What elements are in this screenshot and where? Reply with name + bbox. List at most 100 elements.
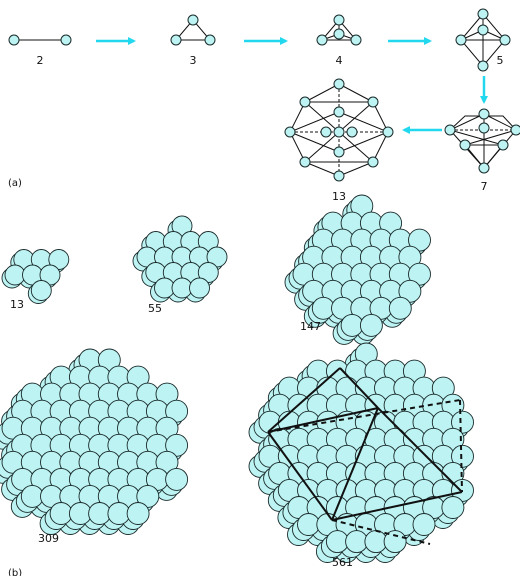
cluster-561-packing <box>248 342 474 563</box>
atom-icon <box>499 34 511 46</box>
cluster-label-55: 55 <box>148 302 162 315</box>
atom-icon <box>350 34 362 46</box>
cluster-3-atoms <box>170 14 216 46</box>
atom-icon <box>510 124 520 136</box>
step-label-4: 4 <box>336 54 343 67</box>
atom-sphere <box>126 502 150 525</box>
cluster-label-561: 561 <box>332 556 353 569</box>
atom-icon <box>8 34 20 46</box>
cluster-309-packing <box>0 348 189 535</box>
bond-line <box>338 161 374 177</box>
atom-sphere <box>107 502 131 525</box>
bond-line <box>267 367 341 433</box>
atom-icon <box>60 34 72 46</box>
atom-sphere <box>154 277 175 299</box>
bond-line <box>267 399 461 433</box>
atom-sphere <box>441 496 465 519</box>
atom-icon <box>320 126 332 138</box>
bond-line <box>338 83 374 103</box>
panel-a: 2 3 4 <box>8 8 520 203</box>
atom-sphere <box>359 313 383 337</box>
bond-line <box>331 519 431 545</box>
atom-sphere <box>165 467 189 491</box>
atom-icon <box>333 106 345 118</box>
atom-icon <box>299 156 311 168</box>
atom-icon <box>477 60 489 72</box>
bond-line <box>331 491 463 521</box>
atom-sphere <box>189 277 210 299</box>
atom-icon <box>316 34 328 46</box>
atom-sphere <box>325 530 349 554</box>
bond-triangle <box>174 19 212 41</box>
cluster-2-atoms <box>8 34 72 46</box>
atom-icon <box>346 126 358 138</box>
panel-b: 13 55 147 309 561 (b) <box>0 194 474 576</box>
bond-line <box>289 131 340 153</box>
atom-icon <box>497 139 509 151</box>
atom-sphere <box>171 277 193 299</box>
atom-icon <box>333 28 345 40</box>
bond-line <box>289 111 340 133</box>
atom-icon <box>170 34 182 46</box>
atom-sphere <box>30 280 52 301</box>
atom-sphere <box>364 530 388 554</box>
atom-sphere <box>383 530 407 554</box>
atom-sphere <box>311 296 335 320</box>
atom-sphere <box>88 502 112 525</box>
atom-sphere <box>4 264 26 286</box>
atom-icon <box>478 108 490 120</box>
bond-line <box>304 83 340 103</box>
atom-icon <box>478 162 490 174</box>
atom-icon <box>284 126 296 138</box>
atom-icon <box>204 34 216 46</box>
cluster-13-packing <box>1 249 70 304</box>
atom-icon <box>187 14 199 26</box>
atom-icon <box>367 96 379 108</box>
bond-line <box>339 367 379 409</box>
bond-line <box>304 161 340 177</box>
bond-line <box>331 407 379 521</box>
atom-icon <box>477 24 489 36</box>
step-label-3: 3 <box>190 54 197 67</box>
panel-b-label: (b) <box>8 568 22 576</box>
cluster-55-packing <box>132 215 228 303</box>
step-label-13: 13 <box>332 190 346 203</box>
cluster-7-atoms <box>444 108 520 174</box>
bond-line <box>377 407 463 493</box>
atom-sphere <box>20 484 44 508</box>
atom-icon <box>299 96 311 108</box>
atom-sphere <box>345 530 369 554</box>
cluster-147-packing <box>284 194 431 345</box>
atom-icon <box>459 139 471 151</box>
atom-sphere <box>49 502 73 525</box>
cluster-5-atoms <box>455 8 511 72</box>
atom-icon <box>477 8 489 20</box>
atom-sphere <box>68 502 92 525</box>
bond-triangle <box>320 19 358 41</box>
cluster-label-309: 309 <box>38 532 59 545</box>
bond-line <box>459 399 463 493</box>
step-label-5: 5 <box>497 54 504 67</box>
atom-sphere <box>340 313 364 337</box>
panel-a-label: (a) <box>8 178 22 189</box>
atom-sphere <box>388 296 412 320</box>
cluster-label-147: 147 <box>300 320 321 333</box>
atom-icon <box>478 122 490 134</box>
icosahedron-outline <box>267 367 463 545</box>
cluster-4-atoms <box>316 14 362 46</box>
bond-line <box>483 113 517 131</box>
atom-sphere <box>412 513 436 536</box>
atom-icon <box>333 126 345 138</box>
atom-icon <box>367 156 379 168</box>
atom-icon <box>333 170 345 182</box>
step-label-2: 2 <box>37 54 44 67</box>
cluster-label-13: 13 <box>10 298 24 311</box>
atom-icon <box>333 78 345 90</box>
bond-line <box>267 431 333 521</box>
bond-line <box>338 111 389 133</box>
atom-icon <box>444 124 456 136</box>
atom-sphere <box>136 484 160 508</box>
atom-icon <box>333 146 345 158</box>
atom-icon <box>382 126 394 138</box>
